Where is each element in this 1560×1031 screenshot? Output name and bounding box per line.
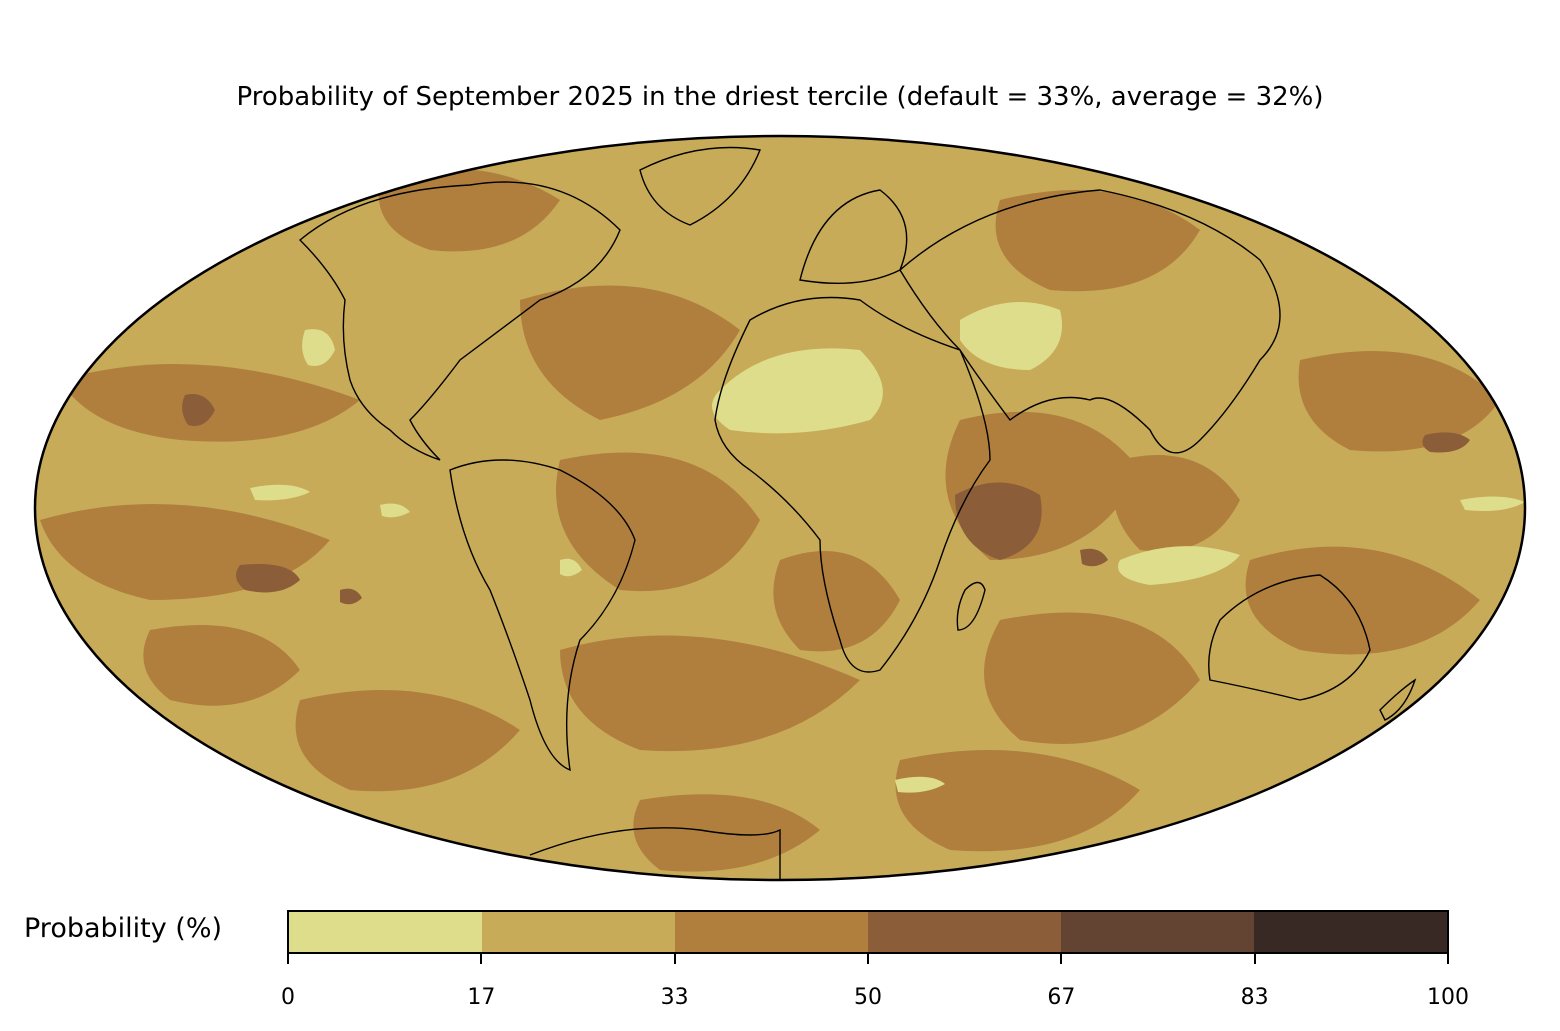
globe-outline [33,134,1527,882]
colorbar-segment [868,912,1061,952]
colorbar-segment [289,912,482,952]
colorbar [287,910,1449,954]
colorbar-tick-label: 50 [854,985,882,1010]
colorbar-segment [1254,912,1447,952]
colorbar-tick [673,954,676,964]
colorbar-tick-label: 67 [1047,985,1076,1010]
colorbar-tick [1447,954,1449,964]
colorbar-label: Probability (%) [24,913,223,944]
colorbar-tick [287,954,289,964]
colorbar-tick-label: 100 [1427,985,1469,1010]
colorbar-tick [1060,954,1063,964]
colorbar-tick-label: 33 [660,985,689,1010]
colorbar-segment [675,912,868,952]
map-title: Probability of September 2025 in the dri… [236,82,1324,112]
coastlines [298,146,1417,880]
colorbar-tick-label: 17 [467,985,496,1010]
colorbar-segment [482,912,675,952]
colorbar-tick-label: 0 [281,985,295,1010]
colorbar-tick [480,954,483,964]
colorbar-tick [867,954,869,964]
colorbar-tick [1253,954,1256,964]
probability-field [35,136,1525,880]
colorbar-segment [1061,912,1254,952]
colorbar-tick-label: 83 [1240,985,1269,1010]
